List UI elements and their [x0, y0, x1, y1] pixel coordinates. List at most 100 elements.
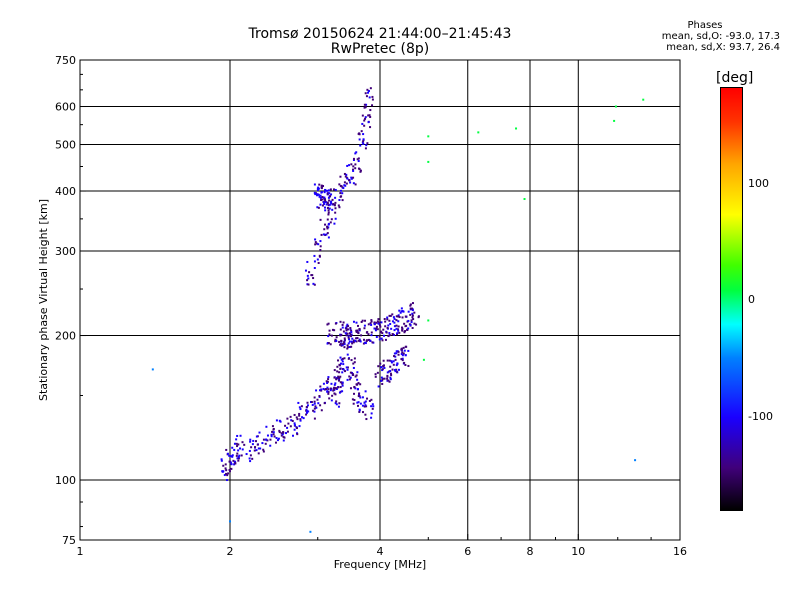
- echo-point: [237, 455, 240, 458]
- phases-o-line: mean, sd,O: -93.0, 17.3: [661, 31, 780, 42]
- echo-point: [255, 440, 258, 443]
- echo-point: [320, 389, 323, 392]
- echo-point: [323, 191, 326, 194]
- echo-point: [375, 335, 378, 338]
- echo-point: [354, 163, 357, 166]
- echo-point: [221, 470, 224, 473]
- echo-point: [363, 405, 366, 408]
- echo-point: [346, 368, 349, 371]
- echo-point: [407, 319, 410, 322]
- y-tick-label: 750: [55, 54, 76, 67]
- echo-point: [634, 459, 637, 462]
- echo-point: [306, 410, 309, 413]
- echo-point: [357, 395, 360, 398]
- echo-point: [386, 318, 389, 321]
- echo-point: [339, 320, 342, 323]
- echo-point: [248, 457, 251, 460]
- echo-point: [381, 332, 384, 335]
- echo-point: [365, 144, 368, 147]
- echo-point: [343, 172, 346, 175]
- echo-point: [381, 377, 384, 380]
- echo-point: [339, 356, 342, 359]
- echo-point: [338, 391, 341, 394]
- echo-point: [332, 389, 335, 392]
- echo-point: [345, 325, 348, 328]
- echo-point: [404, 354, 407, 357]
- echo-point: [365, 405, 368, 408]
- echo-point: [352, 339, 355, 342]
- echo-point: [336, 376, 339, 379]
- echo-point: [382, 364, 385, 367]
- echo-point: [411, 327, 414, 330]
- echo-point: [409, 304, 412, 307]
- echo-point: [353, 361, 356, 364]
- echo-point: [362, 142, 365, 145]
- echo-point: [319, 218, 322, 221]
- echo-point: [313, 260, 316, 263]
- echo-point: [642, 98, 645, 101]
- echo-point: [330, 399, 333, 402]
- echo-point: [298, 414, 301, 417]
- echo-point: [355, 151, 358, 154]
- echo-point: [291, 434, 294, 437]
- echo-point: [384, 320, 387, 323]
- echo-point: [343, 341, 346, 344]
- echo-point: [293, 422, 296, 425]
- echo-point: [334, 402, 337, 405]
- chart-title: Tromsø 20150624 21:44:00–21:45:43 RwPret…: [180, 27, 580, 57]
- echo-point: [323, 200, 326, 203]
- echo-point: [407, 310, 410, 313]
- echo-point: [255, 435, 258, 438]
- echo-point: [384, 325, 387, 328]
- echo-point: [341, 381, 344, 384]
- echo-point: [381, 368, 384, 371]
- echo-point: [397, 329, 400, 332]
- echo-point: [346, 353, 349, 356]
- echo-point: [415, 323, 418, 326]
- echo-point: [410, 321, 413, 324]
- echo-point: [341, 323, 344, 326]
- echo-point: [259, 447, 262, 450]
- echo-point: [257, 452, 260, 455]
- echo-point: [226, 452, 229, 455]
- echo-point: [362, 133, 365, 136]
- echo-point: [230, 467, 233, 470]
- echo-point: [356, 401, 359, 404]
- echo-point: [266, 439, 269, 442]
- echo-point: [395, 370, 398, 373]
- echo-point: [261, 442, 264, 445]
- echo-point: [350, 335, 353, 338]
- echo-point: [314, 241, 317, 244]
- echo-point: [313, 402, 316, 405]
- echo-point: [395, 327, 398, 330]
- echo-point: [352, 341, 355, 344]
- echo-point: [340, 340, 343, 343]
- title-line-1: Tromsø 20150624 21:44:00–21:45:43: [248, 26, 512, 42]
- echo-point: [389, 365, 392, 368]
- echo-point: [341, 344, 344, 347]
- echo-point: [404, 345, 407, 348]
- echo-point: [317, 187, 320, 190]
- echo-point: [334, 201, 337, 204]
- echo-point: [369, 322, 372, 325]
- echo-point: [275, 437, 278, 440]
- echo-point: [380, 337, 383, 340]
- echo-point: [352, 362, 355, 365]
- echo-point: [233, 463, 236, 466]
- echo-point: [228, 468, 231, 471]
- echo-point: [243, 443, 246, 446]
- echo-point: [361, 404, 364, 407]
- echo-point: [413, 311, 416, 314]
- echo-point: [388, 332, 391, 335]
- echo-point: [343, 339, 346, 342]
- echo-point: [235, 438, 238, 441]
- echo-point: [353, 357, 356, 360]
- echo-point: [339, 381, 342, 384]
- echo-point: [389, 370, 392, 373]
- echo-point: [355, 383, 358, 386]
- axis-ticks: 1 2 4 6 8 10 16 75 100 200 300 400 500 600 750: [55, 54, 687, 558]
- echo-point: [345, 366, 348, 369]
- echo-point: [377, 318, 380, 321]
- echo-point: [357, 401, 360, 404]
- echo-point: [304, 269, 307, 272]
